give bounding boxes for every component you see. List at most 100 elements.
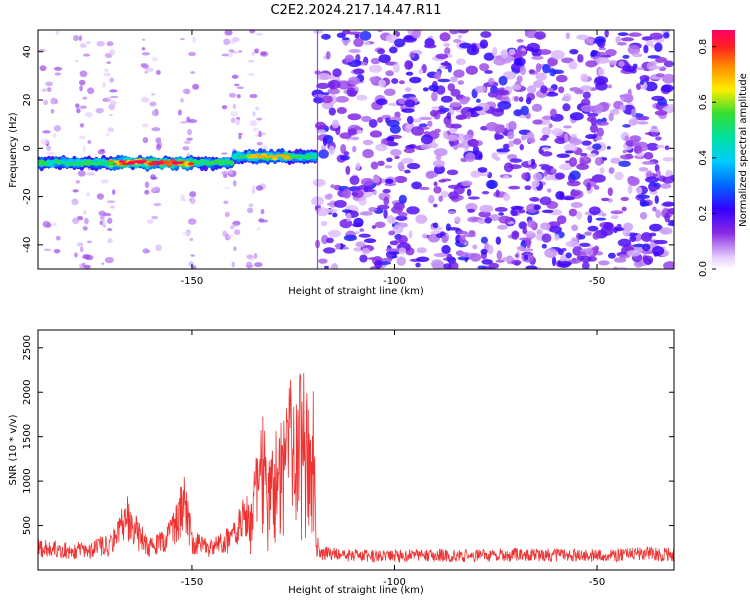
speckle — [45, 152, 55, 155]
snr-y-tick-label: 2000 — [22, 379, 33, 404]
noise-blob — [441, 235, 448, 244]
noise-blob — [385, 178, 394, 184]
colorbar-tick-label: 0.6 — [698, 94, 709, 110]
noise-blob — [434, 164, 445, 175]
noise-blob — [529, 197, 540, 202]
noise-blob — [539, 196, 552, 206]
noise-blob — [627, 176, 640, 186]
speckle — [232, 103, 236, 110]
signal-band-cell — [166, 162, 173, 166]
noise-blob — [496, 224, 508, 230]
noise-blob — [443, 263, 452, 269]
noise-blob — [420, 143, 432, 150]
speckle — [185, 89, 191, 95]
noise-blob — [382, 188, 391, 194]
noise-blob — [521, 134, 527, 141]
noise-blob — [395, 215, 408, 221]
speckle — [78, 35, 83, 42]
noise-blob — [636, 186, 643, 195]
speckle — [83, 264, 91, 269]
noise-blob — [355, 162, 361, 171]
speckle — [258, 130, 262, 138]
noise-blob — [326, 237, 334, 244]
speckle — [255, 32, 263, 36]
noise-blob — [359, 211, 373, 216]
noise-blob — [364, 41, 371, 46]
speckle — [52, 222, 57, 226]
noise-blob — [389, 46, 398, 54]
noise-blob — [347, 76, 360, 86]
speckle — [71, 198, 79, 206]
noise-blob — [331, 263, 339, 269]
noise-blob — [434, 128, 441, 133]
noise-blob — [620, 93, 634, 103]
noise-blob — [312, 178, 326, 187]
noise-blob — [332, 212, 338, 218]
noise-blob — [615, 36, 622, 44]
noise-blob — [391, 206, 403, 214]
speckle — [42, 130, 51, 134]
noise-blob — [432, 222, 439, 229]
speckle — [83, 217, 89, 225]
noise-blob — [608, 112, 614, 122]
noise-blob — [585, 38, 595, 45]
speckle — [142, 64, 149, 69]
speckle — [103, 72, 111, 77]
spectrogram-x-tick-label: -100 — [383, 276, 406, 287]
noise-blob — [663, 60, 674, 68]
noise-blob — [384, 165, 393, 169]
speckle — [102, 224, 106, 228]
noise-blob — [593, 39, 605, 44]
noise-blob — [370, 57, 381, 65]
noise-blob — [593, 185, 600, 190]
noise-blob — [425, 171, 436, 179]
speckle — [188, 197, 192, 202]
noise-blob — [375, 98, 388, 106]
speckle — [235, 118, 240, 126]
speckle — [260, 208, 265, 215]
speckle — [83, 53, 91, 57]
noise-blob — [590, 49, 598, 57]
signal-band-cell — [140, 160, 147, 163]
noise-blob — [484, 216, 492, 224]
speckle — [99, 215, 105, 221]
speckle — [231, 261, 235, 268]
noise-blob — [580, 73, 589, 83]
noise-blob — [377, 204, 390, 210]
noise-blob — [559, 163, 573, 171]
speckle — [82, 226, 88, 231]
noise-blob — [335, 96, 349, 103]
noise-blob — [556, 153, 570, 158]
noise-blob — [438, 195, 443, 202]
noise-blob — [634, 260, 644, 268]
noise-blob — [327, 79, 341, 90]
noise-blob — [404, 99, 416, 108]
snr-x-tick-label: -150 — [181, 577, 204, 588]
speckle — [86, 192, 90, 197]
noise-blob — [483, 52, 495, 61]
speckle — [188, 261, 194, 268]
noise-blob — [377, 117, 383, 123]
signal-hot-spot — [171, 161, 180, 165]
noise-blob — [632, 53, 643, 58]
speckle — [180, 194, 185, 201]
noise-blob — [385, 248, 400, 252]
noise-blob — [411, 126, 425, 136]
speckle — [84, 111, 93, 118]
noise-blob — [587, 225, 599, 232]
noise-blob — [443, 42, 450, 47]
noise-blob — [423, 43, 437, 49]
noise-blob — [477, 265, 487, 269]
noise-blob — [608, 59, 617, 66]
signal-hot-spot — [106, 161, 115, 165]
noise-blob — [421, 233, 428, 239]
noise-blob — [503, 193, 511, 202]
noise-blob — [449, 30, 460, 35]
speckle — [40, 138, 50, 145]
noise-blob — [600, 225, 614, 236]
noise-blob — [549, 68, 556, 77]
noise-blob — [378, 79, 387, 88]
noise-blob — [321, 95, 333, 104]
noise-blob — [321, 234, 329, 245]
